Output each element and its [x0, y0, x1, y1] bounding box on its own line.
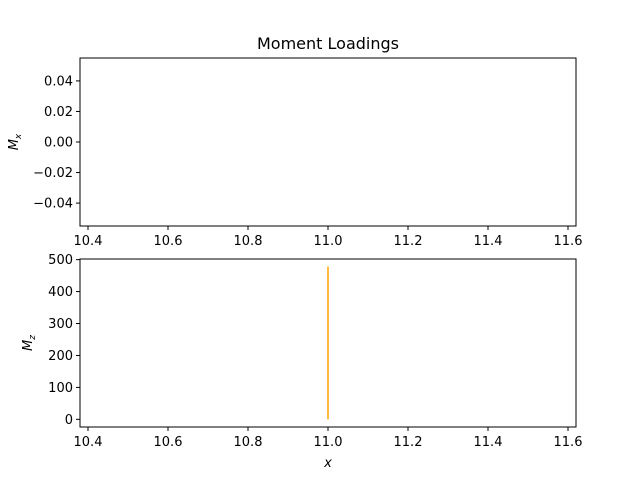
- bottom-x-tick-label: 11.4: [474, 435, 503, 450]
- top-x-tick-label: 11.0: [314, 234, 343, 249]
- top-x-ticks: 10.4 10.6 10.8 11.0 11.2 11.4 11.6: [74, 226, 583, 249]
- top-y-tick-label: −0.04: [33, 197, 73, 212]
- bottom-x-tick-label: 10.8: [234, 435, 263, 450]
- top-y-tick-label: 0.00: [44, 136, 73, 151]
- top-panel: 10.4 10.6 10.8 11.0 11.2 11.4 11.6 0.040.020.0…: [7, 57, 583, 249]
- bottom-y-tick-label: 0: [65, 413, 73, 428]
- top-x-tick-label: 10.8: [234, 234, 263, 249]
- bottom-y-tick-label: 200: [48, 349, 73, 364]
- bottom-y-tick-label: 400: [48, 285, 73, 300]
- top-x-tick-label: 11.4: [474, 234, 503, 249]
- bottom-x-ticks: 10.4 10.6 10.8 11.0 11.2 11.4 11.6: [74, 427, 583, 450]
- top-x-tick-label: 10.4: [74, 234, 103, 249]
- bottom-y-ticks: 500 400 300 200 100 0: [48, 253, 80, 428]
- bottom-x-tick-label: 10.4: [74, 435, 103, 450]
- bottom-panel: 10.4 10.6 10.8 11.0 11.2 11.4 11.6 500 400 300 20…: [21, 253, 582, 471]
- bottom-x-tick-label: 10.6: [154, 435, 183, 450]
- top-x-tick-label: 11.6: [554, 234, 583, 249]
- bottom-x-tick-label: 11.6: [554, 435, 583, 450]
- top-x-tick-label: 10.6: [154, 234, 183, 249]
- top-y-axis-label: Mx: [7, 133, 24, 150]
- top-y-ticks: 0.04 0.02 0.00 −0.02 −0.04: [33, 74, 80, 212]
- top-y-tick-label: 0.04: [44, 74, 73, 89]
- top-y-tick-label: 0.02: [44, 105, 73, 120]
- x-axis-label: x: [323, 456, 332, 471]
- bottom-y-tick-label: 100: [48, 381, 73, 396]
- chart-title: Moment Loadings: [257, 34, 399, 53]
- top-y-tick-label: −0.02: [33, 166, 73, 181]
- bottom-y-tick-label: 500: [48, 253, 73, 268]
- bottom-x-tick-label: 11.0: [314, 435, 343, 450]
- top-plot-frame: [79, 57, 577, 227]
- bottom-y-axis-label: Mz: [21, 335, 38, 351]
- bottom-x-tick-label: 11.2: [394, 435, 423, 450]
- top-x-tick-label: 11.2: [394, 234, 423, 249]
- bottom-y-tick-label: 300: [48, 317, 73, 332]
